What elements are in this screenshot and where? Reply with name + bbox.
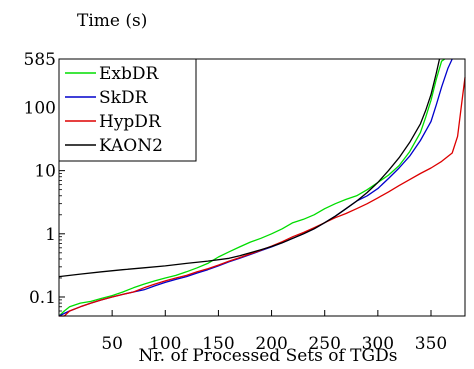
series-layer <box>58 58 466 317</box>
y-tick-label: 100 <box>24 98 56 118</box>
y-tick-label: 10 <box>34 162 56 182</box>
legend-box <box>58 58 197 162</box>
legend-label-skdr: SkDR <box>99 88 149 108</box>
series-line-kaon2 <box>58 58 441 278</box>
ticks-layer: 0.1 1 10 100 585 50 100 150 200 250 300 350 <box>24 50 448 354</box>
x-tick-label: 100 <box>149 334 181 354</box>
x-tick-label: 150 <box>202 334 234 354</box>
x-tick-label: 250 <box>308 334 340 354</box>
y-tick-label: 0.1 <box>29 288 56 308</box>
y-tick-label: 1 <box>45 225 56 245</box>
x-tick-label: 50 <box>101 334 123 354</box>
legend-label-hypdr: HypDR <box>99 112 162 132</box>
y-tick-label: 585 <box>24 50 56 70</box>
series-line-exbdr <box>58 58 446 317</box>
legend-label-kaon2: KAON2 <box>99 136 163 156</box>
x-tick-label: 200 <box>255 334 287 354</box>
x-axis-title: Nr. of Processed Sets of TGDs <box>139 346 398 364</box>
x-tick-label: 300 <box>362 334 394 354</box>
plot-frame <box>58 58 466 317</box>
legend-label-exbdr: ExbDR <box>99 64 160 84</box>
legend: ExbDR SkDR HypDR KAON2 <box>58 58 197 162</box>
y-axis-title: Time (s) <box>77 11 147 31</box>
x-tick-label: 350 <box>415 334 447 354</box>
